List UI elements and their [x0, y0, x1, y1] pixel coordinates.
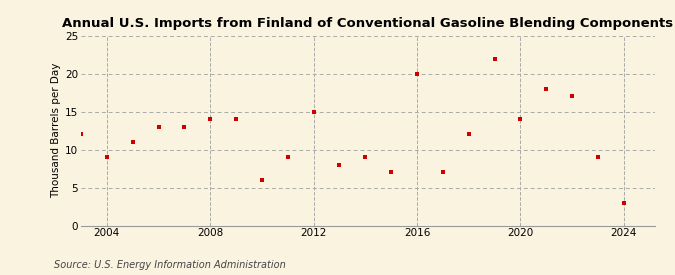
Title: Annual U.S. Imports from Finland of Conventional Gasoline Blending Components: Annual U.S. Imports from Finland of Conv…	[62, 17, 674, 31]
Text: Source: U.S. Energy Information Administration: Source: U.S. Energy Information Administ…	[54, 260, 286, 270]
Y-axis label: Thousand Barrels per Day: Thousand Barrels per Day	[51, 63, 61, 198]
